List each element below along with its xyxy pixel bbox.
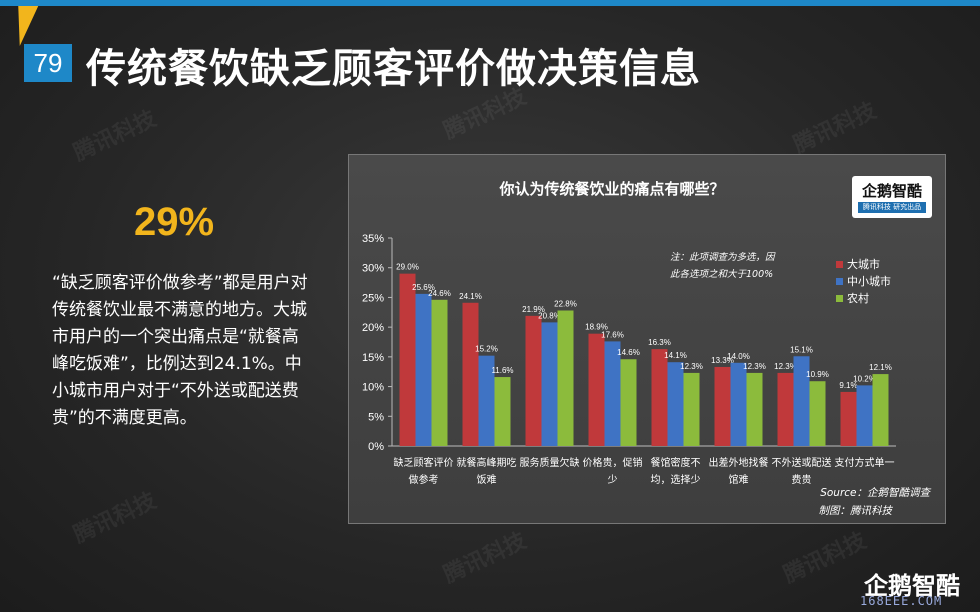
bar xyxy=(730,362,747,446)
slide-number: 79 xyxy=(24,44,72,82)
y-tick-label: 25% xyxy=(362,292,384,304)
legend-label: 中小城市 xyxy=(847,274,891,288)
legend-label: 大城市 xyxy=(847,257,880,271)
x-tick-label: 服务质量欠缺 xyxy=(520,456,580,469)
legend-label: 农村 xyxy=(847,291,869,305)
data-label: 12.1% xyxy=(869,363,892,372)
bar xyxy=(541,322,558,446)
data-label: 10.9% xyxy=(806,370,829,379)
bar xyxy=(431,299,448,446)
description-text: “缺乏顾客评价做参考”都是用户对传统餐饮业最不满意的地方。大城市用户的一个突出痛… xyxy=(52,273,308,428)
highlight-percentage: 29% xyxy=(134,200,215,244)
x-tick-label: 就餐高峰期吃 xyxy=(457,456,517,469)
x-tick-label: 出差外地找餐 xyxy=(709,456,769,469)
brand-logo-box: 企鹅智酷 腾讯科技 研究出品 xyxy=(852,176,932,218)
bar xyxy=(588,333,605,446)
x-tick-label: 价格贵，促销 xyxy=(583,456,643,469)
data-label: 14.1% xyxy=(664,351,687,360)
legend-swatch xyxy=(836,278,843,285)
bar xyxy=(557,310,574,446)
chart-note: 此各选项之和大于100% xyxy=(670,268,773,280)
data-label: 24.1% xyxy=(459,292,482,301)
bar xyxy=(793,356,810,446)
bottom-brand-logo: 企鹅智酷 xyxy=(864,572,960,600)
slide-title: 传统餐饮缺乏顾客评价做决策信息 xyxy=(86,46,701,92)
x-tick-label: 少 xyxy=(608,474,618,486)
data-label: 15.2% xyxy=(475,345,498,354)
chart-credit: 制图：腾讯科技 xyxy=(819,505,894,517)
bar xyxy=(478,355,495,446)
data-label: 13.3% xyxy=(711,356,734,365)
bar xyxy=(399,273,416,446)
data-label: 9.1% xyxy=(839,381,857,390)
data-label: 11.6% xyxy=(491,366,513,375)
data-label: 21.9% xyxy=(522,305,545,314)
data-label: 15.1% xyxy=(790,345,813,354)
data-label: 17.6% xyxy=(601,330,624,339)
bar xyxy=(777,372,794,446)
y-tick-label: 20% xyxy=(362,322,384,334)
y-tick-label: 30% xyxy=(362,263,384,275)
site-watermark: 168EEE.COM xyxy=(860,594,943,608)
bar xyxy=(462,302,479,446)
chart-source: Source：企鹅智酷调查 xyxy=(820,487,931,499)
data-label: 12.3% xyxy=(774,362,797,371)
legend-swatch xyxy=(836,261,843,268)
y-tick-label: 15% xyxy=(362,352,384,364)
bar xyxy=(620,359,637,446)
x-tick-label: 均，选择少 xyxy=(651,473,701,486)
bar xyxy=(809,381,826,446)
y-tick-label: 10% xyxy=(362,382,384,394)
bar xyxy=(840,391,857,446)
x-tick-label: 餐馆密度不 xyxy=(651,456,701,469)
bar xyxy=(525,315,542,446)
data-label: 20.8% xyxy=(538,311,561,320)
brand-logo-subtitle: 腾讯科技 研究出品 xyxy=(858,202,926,213)
bar xyxy=(683,372,700,446)
x-tick-label: 费贵 xyxy=(792,473,812,486)
bar xyxy=(604,341,621,446)
data-label: 24.6% xyxy=(428,289,451,298)
x-tick-label: 不外送或配送 xyxy=(772,456,832,469)
bar xyxy=(714,366,731,446)
bar xyxy=(856,385,873,446)
data-label: 22.8% xyxy=(554,300,577,309)
x-tick-label: 支付方式单一 xyxy=(835,456,895,469)
data-label: 10.2% xyxy=(853,374,876,383)
x-tick-label: 做参考 xyxy=(409,473,439,486)
top-accent-bar xyxy=(0,0,980,6)
chart-title: 你认为传统餐饮业的痛点有哪些？ xyxy=(498,180,724,198)
y-tick-label: 5% xyxy=(368,411,384,423)
data-label: 14.0% xyxy=(727,352,750,361)
bar xyxy=(746,372,763,446)
brand-logo-text: 企鹅智酷 xyxy=(861,182,922,200)
chart-note: 注：此项调查为多选，因 xyxy=(670,251,776,263)
x-tick-label: 缺乏顾客评价 xyxy=(394,456,454,469)
x-tick-label: 馆难 xyxy=(729,473,749,486)
data-label: 14.6% xyxy=(617,348,640,357)
y-tick-label: 0% xyxy=(368,441,384,453)
bar xyxy=(872,374,889,446)
legend-swatch xyxy=(836,295,843,302)
data-label: 12.3% xyxy=(743,362,766,371)
bar xyxy=(667,362,684,446)
y-tick-label: 35% xyxy=(362,233,384,245)
bar xyxy=(494,377,511,446)
data-label: 29.0% xyxy=(396,263,419,272)
bar xyxy=(651,349,668,446)
bar xyxy=(415,293,432,446)
data-label: 12.3% xyxy=(680,362,703,371)
x-tick-label: 饭难 xyxy=(477,474,497,486)
chart-panel xyxy=(348,154,946,524)
data-label: 16.3% xyxy=(648,338,671,347)
data-label: 25.6% xyxy=(412,283,435,292)
data-label: 18.9% xyxy=(585,323,608,332)
